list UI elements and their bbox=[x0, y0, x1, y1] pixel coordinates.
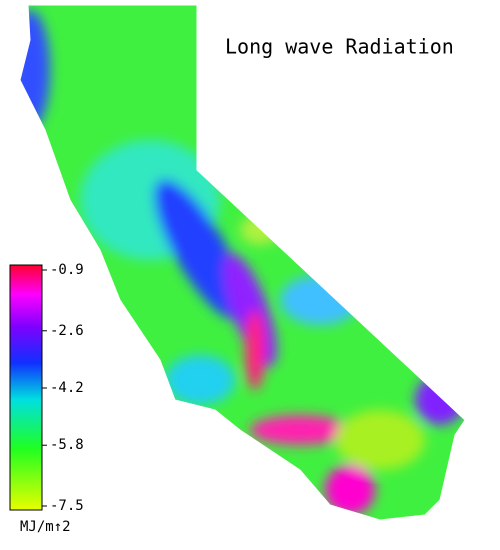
tick-label: -7.5 bbox=[50, 498, 84, 514]
colorbar-ticks: -0.9 -2.6 -4.2 -5.8 -7.5 bbox=[42, 262, 84, 514]
map-title: Long wave Radiation bbox=[225, 35, 454, 59]
tick-label: -4.2 bbox=[50, 380, 84, 396]
state-outline bbox=[19, 4, 466, 521]
colorbar-unit: MJ/m↑2 bbox=[20, 519, 71, 535]
tick-label: -2.6 bbox=[50, 323, 84, 339]
tick-label: -0.9 bbox=[50, 262, 84, 278]
tick-label: -5.8 bbox=[50, 437, 84, 453]
colorbar bbox=[9, 264, 43, 511]
